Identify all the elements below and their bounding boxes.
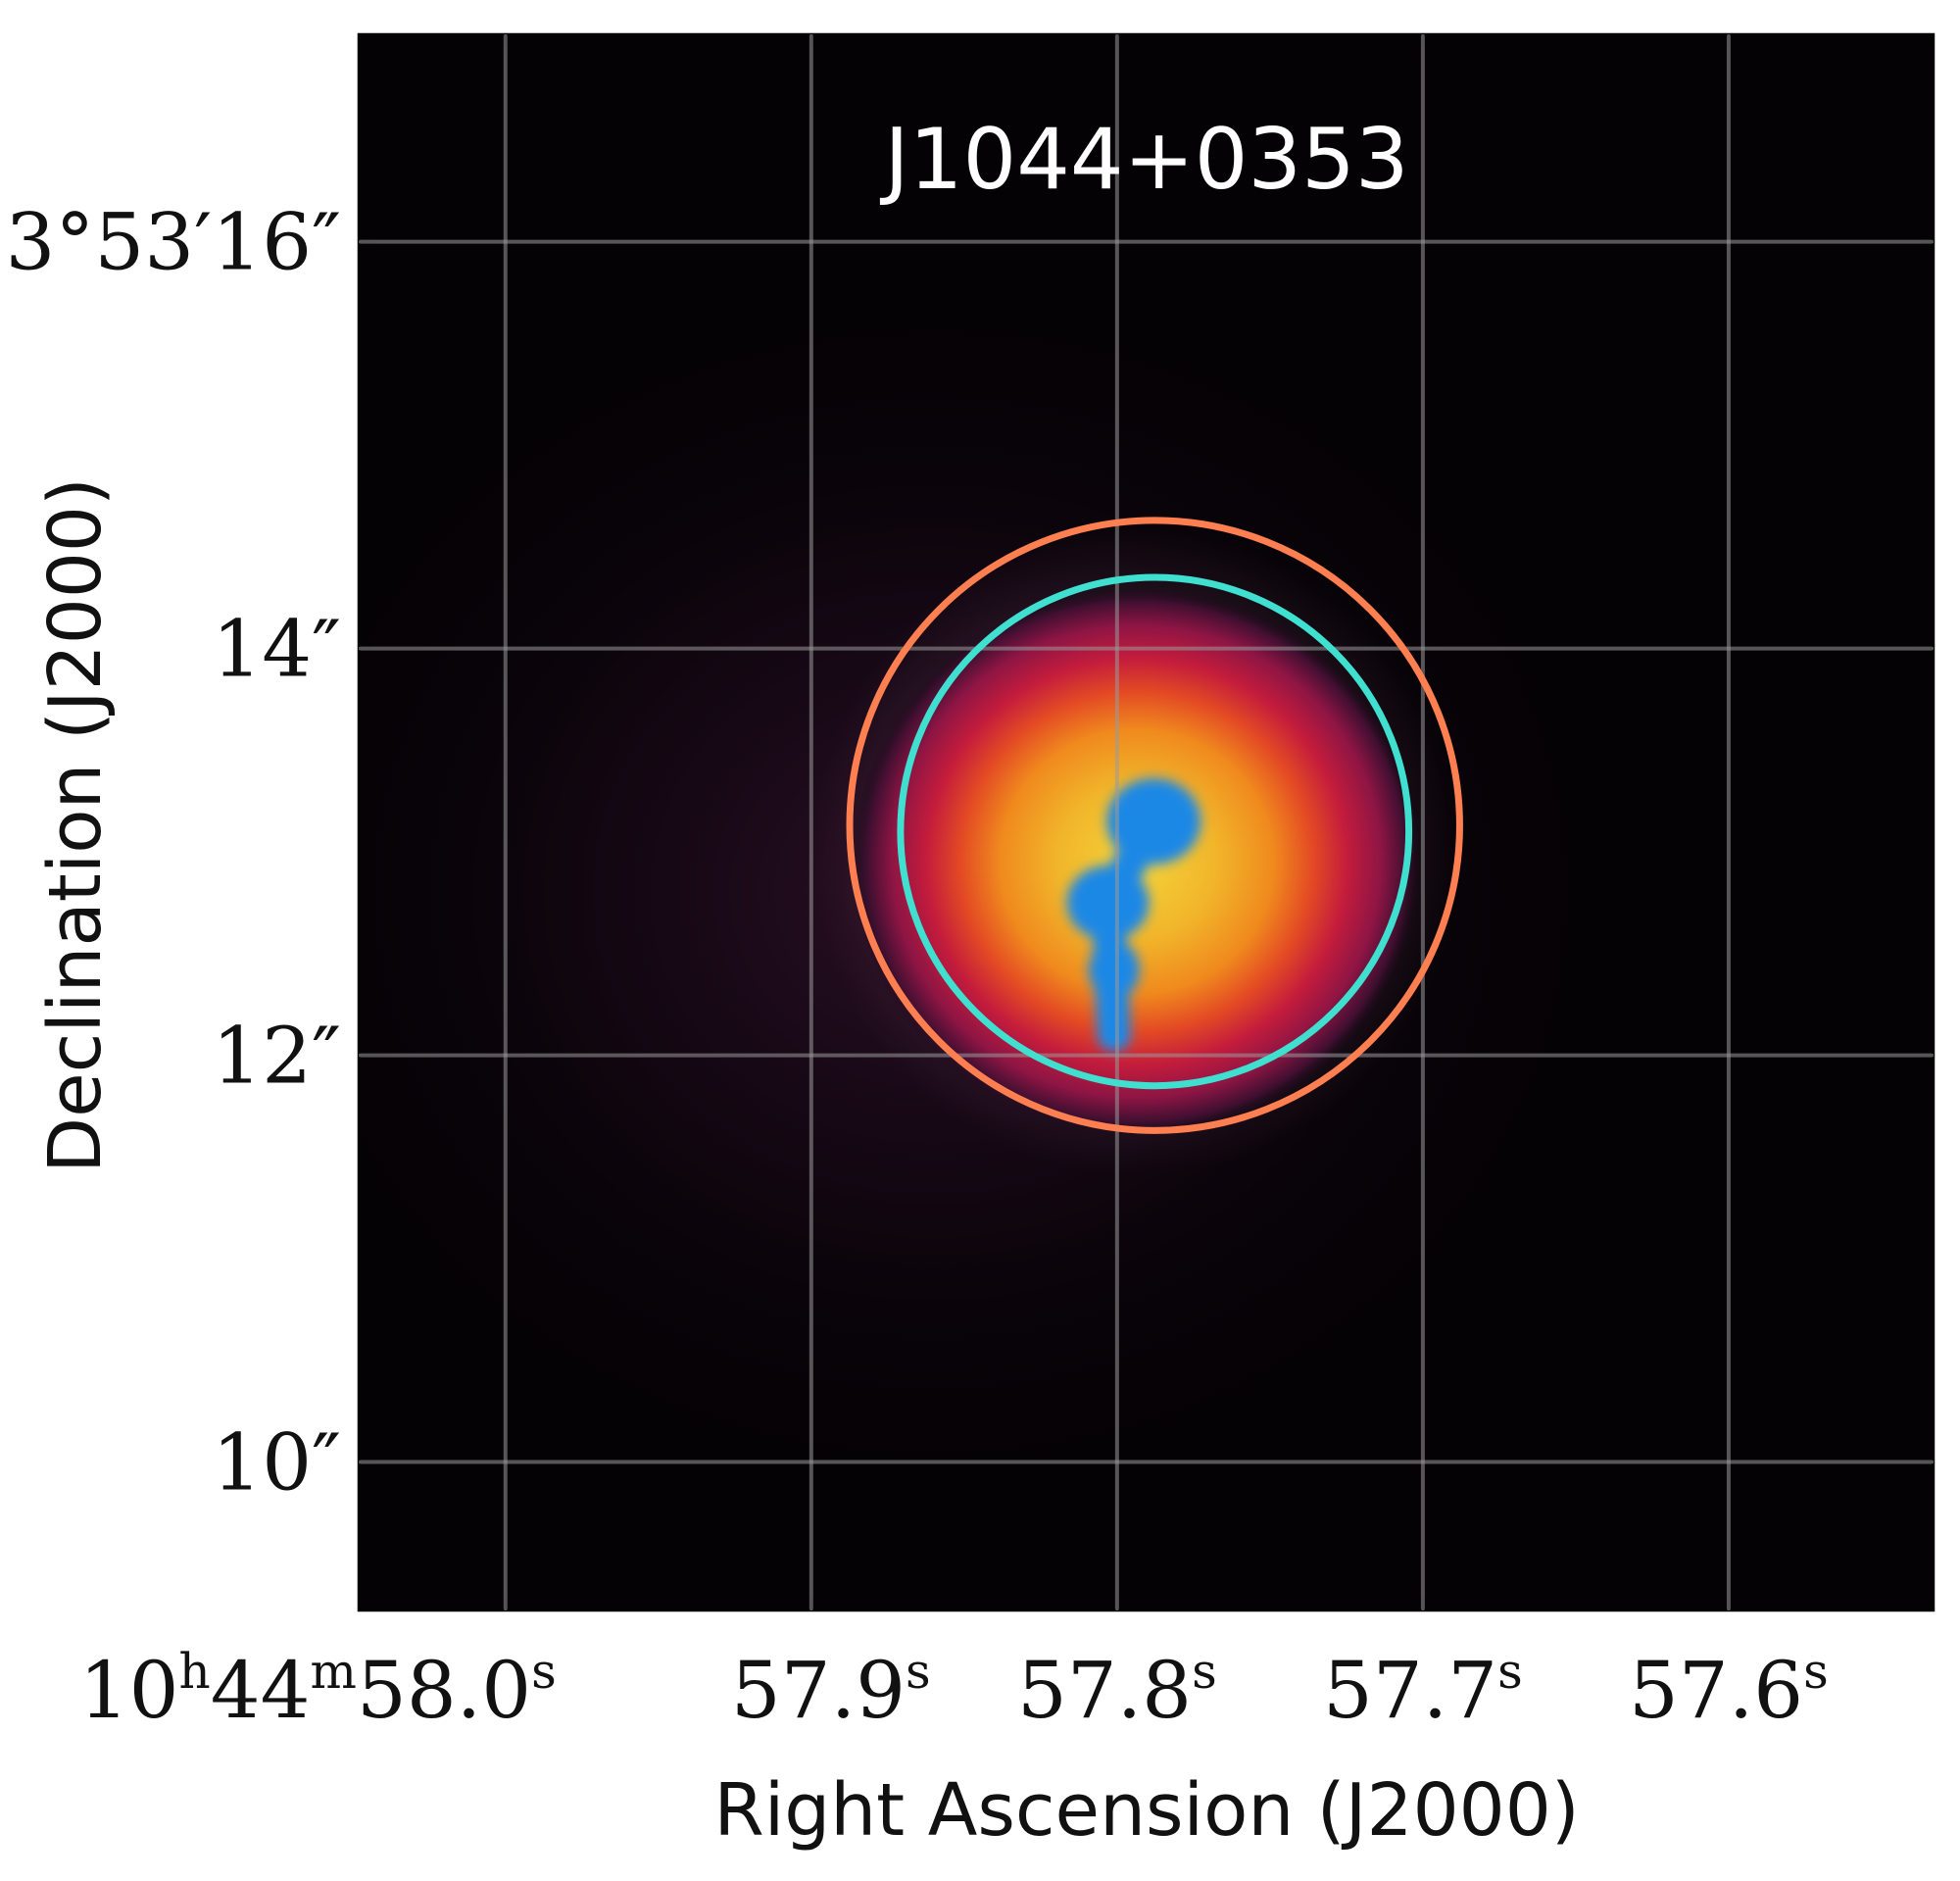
x-tick-label-part: m — [311, 1643, 357, 1700]
tick-marks — [359, 34, 1934, 1610]
x-tick-label-part: 57.9 — [731, 1645, 906, 1736]
x-tick-label-part: s — [531, 1643, 557, 1700]
x-axis-label: Right Ascension (J2000) — [713, 1768, 1579, 1853]
x-tick-label-2: 57.8s — [1017, 1643, 1217, 1736]
core-knots — [1066, 777, 1201, 1052]
grid — [359, 34, 1934, 1610]
y-axis-label: Declination (J2000) — [33, 477, 118, 1173]
x-tick-label-part: 57.7 — [1323, 1645, 1497, 1736]
x-tick-label-part: s — [1803, 1643, 1829, 1700]
aperture-circle-2 — [897, 573, 1413, 1090]
y-tick-label-3: 10″ — [212, 1417, 341, 1509]
plot-frame — [357, 32, 1936, 1612]
y-tick-label-0: 3°53′16″ — [5, 197, 341, 288]
x-tick-label-part: h — [179, 1643, 211, 1700]
x-tick-label-1: 57.9s — [731, 1643, 931, 1736]
x-tick-label-4: 57.6s — [1629, 1643, 1829, 1736]
x-tick-label-part: 44 — [211, 1645, 311, 1736]
aperture-circle-1 — [846, 517, 1463, 1134]
image-panel — [359, 34, 1934, 1610]
x-tick-label-part: s — [1497, 1643, 1523, 1700]
x-tick-label-3: 57.7s — [1323, 1643, 1523, 1736]
emission-layer — [359, 284, 1620, 1501]
x-tick-label-part: 58.0 — [357, 1645, 531, 1736]
x-tick-label-part: 10 — [79, 1645, 179, 1736]
y-tick-labels: 3°53′16″ 14″ 12″ 10″ — [5, 197, 341, 1509]
x-tick-label-part: s — [1192, 1643, 1217, 1700]
x-tick-label-part: s — [906, 1643, 931, 1700]
core-ridge — [1091, 804, 1171, 1052]
y-tick-label-2: 12″ — [212, 1011, 341, 1102]
aperture-layer — [846, 517, 1463, 1134]
chart-title: J1044+0353 — [879, 111, 1408, 209]
x-tick-labels: 10h44m58.0s 57.9s 57.8s 57.7s 57.6s — [79, 1643, 1829, 1736]
x-tick-label-0: 10h44m58.0s — [79, 1643, 557, 1736]
y-tick-label-1: 14″ — [212, 604, 341, 695]
x-tick-label-part: 57.6 — [1629, 1645, 1803, 1736]
x-tick-label-part: 57.8 — [1017, 1645, 1192, 1736]
